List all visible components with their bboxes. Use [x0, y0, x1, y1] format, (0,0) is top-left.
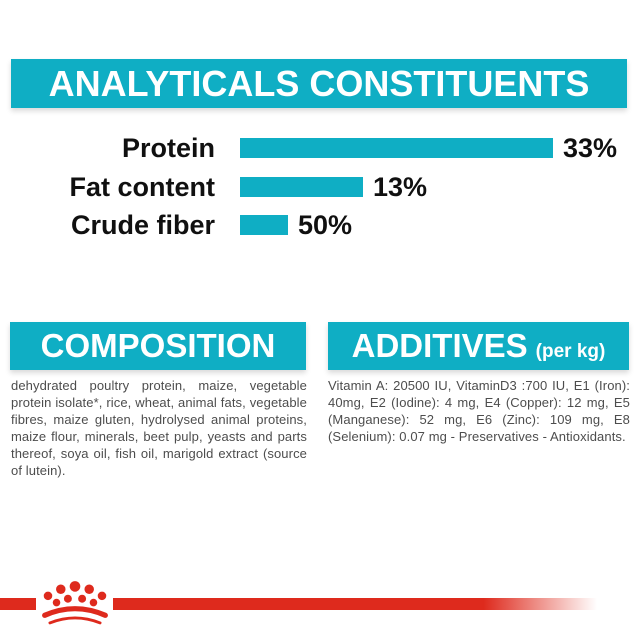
crude-fiber-value-label: 50% [298, 209, 353, 240]
composition-header-band: COMPOSITION [10, 322, 306, 370]
protein-value-label: 33% [563, 132, 618, 163]
brand-stripe [0, 598, 597, 610]
royal-canin-crown-icon [36, 577, 113, 629]
additives-title: ADDITIVES (per kg) [351, 327, 606, 364]
composition-body: dehydrated poultry protein, maize, veget… [11, 378, 307, 478]
crude-fiber-bar [240, 215, 288, 235]
protein-label: Protein [121, 132, 215, 163]
analyticals-title: ANALYTICALS CONSTITUENTS [48, 62, 590, 104]
chart-row-crude-fiber: Crude fiber 50% [0, 208, 352, 242]
additives-per-kg-label: (per kg) [535, 341, 606, 362]
fat-content-value-label: 13% [373, 171, 428, 202]
composition-title: COMPOSITION [40, 327, 276, 364]
protein-bar [240, 138, 553, 158]
additives-header-band: ADDITIVES (per kg) [328, 322, 629, 370]
chart-row-fat-content: Fat content 13% [0, 170, 428, 204]
fat-content-label: Fat content [69, 171, 216, 202]
crude-fiber-label: Crude fiber [70, 209, 215, 240]
additives-body: Vitamin A: 20500 IU, VitaminD3 :700 IU, … [328, 378, 630, 444]
chart-row-protein: Protein 33% [0, 131, 617, 165]
fat-content-bar [240, 177, 363, 197]
analyticals-header-band: ANALYTICALS CONSTITUENTS [11, 59, 627, 108]
